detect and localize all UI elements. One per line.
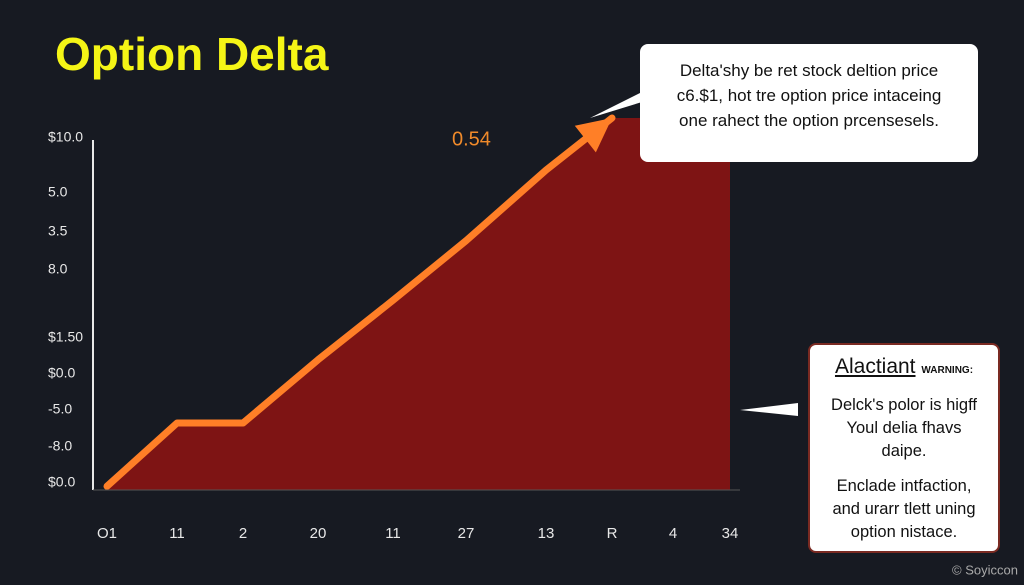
y-tick-label: $0.0	[48, 365, 75, 381]
warning-para: Enclade intfaction, and urarr tlett uning…	[810, 475, 998, 544]
warning-title: Alactiant	[834, 355, 916, 378]
area	[107, 118, 730, 490]
y-tick-label: $1.50	[48, 329, 83, 345]
y-tick-label: 5.0	[48, 184, 68, 200]
x-tick-label: 13	[538, 525, 555, 542]
arrowhead	[574, 118, 612, 153]
x-tick-label: R	[607, 525, 618, 542]
watermark: © Soyiccon	[952, 562, 1018, 577]
x-tick-label: 2	[239, 525, 247, 542]
warning-heading: Alactiant WARNING:	[810, 355, 998, 382]
y-tick-label: 8.0	[48, 261, 68, 277]
y-tick-label: $0.0	[48, 474, 75, 490]
warning-line: daipe.	[881, 442, 927, 460]
x-tick-label: 4	[669, 525, 677, 542]
x-tick-label: 34	[722, 525, 739, 542]
y-tick-label: -5.0	[48, 401, 72, 417]
x-tick-label: 11	[385, 525, 401, 542]
y-tick-label: -8.0	[48, 438, 72, 454]
callout-box: Delta'shy be ret stock deltion price c6.$…	[640, 44, 978, 162]
y-tick-label: 3.5	[48, 223, 68, 239]
x-tick-label: 27	[458, 525, 475, 542]
warning-line: Enclade intfaction,	[836, 477, 972, 495]
x-tick-label: 11	[169, 525, 185, 542]
y-tick-label: $10.0	[48, 129, 83, 145]
callout-line: c6.$1, hot tre option price intaceing	[676, 86, 942, 105]
warning-line: Delck's polor is higff	[831, 396, 977, 414]
chart-title: Option Delta	[55, 28, 329, 80]
callout-line: one rahect the option prcensesels.	[679, 111, 939, 130]
x-tick-label: 20	[310, 525, 327, 542]
warning-pointer	[740, 403, 798, 416]
callout-line: Delta'shy be ret stock deltion price	[679, 61, 939, 80]
x-tick-label: O1	[97, 525, 117, 542]
callout-pointer	[590, 92, 642, 118]
warning-tag: WARNING:	[921, 365, 974, 376]
warning-line: option nistace.	[850, 523, 958, 541]
warning-para: Delck's polor is higff Youl delia fhavs da…	[810, 394, 998, 463]
warning-line: Youl delia fhavs	[846, 419, 962, 437]
warning-line: and urarr tlett uning	[832, 500, 976, 518]
line	[103, 114, 616, 490]
warning-box: Alactiant WARNING: Delck's polor is higf…	[808, 343, 1000, 553]
annotation: 0.54	[452, 128, 491, 150]
